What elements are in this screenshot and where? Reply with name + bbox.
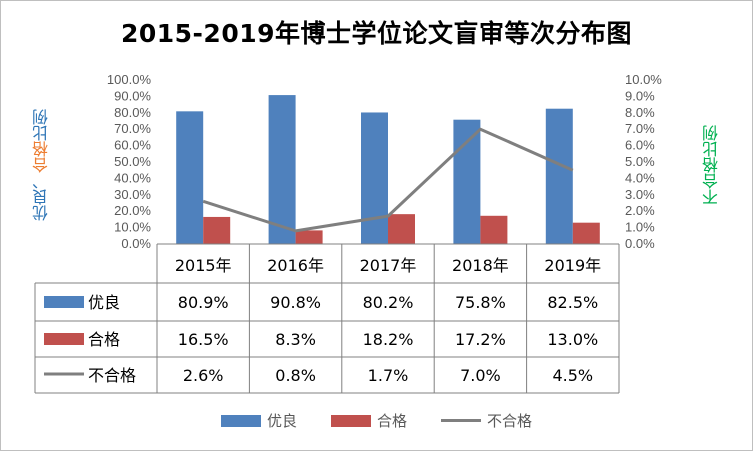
legend-label-0: 优良 <box>266 412 297 430</box>
table-cell-1-4: 13.0% <box>547 330 598 349</box>
legend-label-2: 不合格 <box>487 412 533 430</box>
bar-0-3 <box>453 119 481 244</box>
legend: 优良 合格 不合格 <box>0 410 753 431</box>
line-series-0 <box>202 127 574 233</box>
left-tick-label: 0.0% <box>121 236 151 251</box>
table-cell-1-1: 8.3% <box>275 330 316 349</box>
category-label-1: 2016年 <box>267 256 324 275</box>
left-tick-label: 90.0% <box>114 88 151 103</box>
chart-title: 2015-2019年博士学位论文盲审等次分布图 <box>120 19 633 48</box>
category-label-2: 2017年 <box>360 256 417 275</box>
bar-1-4 <box>572 222 600 244</box>
right-tick-label: 2.0% <box>625 203 655 218</box>
left-axis-label: 优良、合格比例 <box>30 90 54 240</box>
table-cell-0-0: 80.9% <box>178 293 229 312</box>
table-cell-1-3: 17.2% <box>455 330 506 349</box>
legend-swatch-1 <box>330 414 371 427</box>
legend-item-2: 不合格 <box>441 410 532 431</box>
bar-1-0 <box>203 216 231 244</box>
table-cell-1-2: 18.2% <box>363 330 414 349</box>
left-axis-label-part2: 合格 <box>32 141 51 173</box>
table-cell-0-3: 75.8% <box>455 293 506 312</box>
left-tick-label: 10.0% <box>114 220 151 235</box>
table-cell-2-2: 1.7% <box>368 366 409 385</box>
right-tick-label: 8.0% <box>625 105 655 120</box>
table-row-label-2: 不合格 <box>88 366 136 385</box>
left-tick-label: 40.0% <box>114 170 151 185</box>
category-label-0: 2015年 <box>175 256 232 275</box>
left-tick-label: 70.0% <box>114 121 151 136</box>
legend-item-0: 优良 <box>220 410 297 431</box>
right-tick-label: 4.0% <box>625 170 655 185</box>
table-swatch-0 <box>44 296 84 308</box>
left-tick-label: 100.0% <box>107 72 152 87</box>
bar-0-2 <box>361 112 388 244</box>
right-tick-label: 0.0% <box>625 236 655 251</box>
right-tick-label: 10.0% <box>625 72 662 87</box>
table-cell-1-0: 16.5% <box>178 330 229 349</box>
right-tick-label: 6.0% <box>625 138 655 153</box>
left-tick-label: 60.0% <box>114 138 151 153</box>
bar-0-4 <box>545 108 573 244</box>
bar-1-1 <box>295 230 323 244</box>
right-tick-label: 1.0% <box>625 220 655 235</box>
table-cell-2-1: 0.8% <box>275 366 316 385</box>
legend-swatch-0 <box>220 414 261 427</box>
left-tick-label: 80.0% <box>114 105 151 120</box>
left-tick-label: 30.0% <box>114 187 151 202</box>
category-label-3: 2018年 <box>452 256 509 275</box>
table-swatch-1 <box>44 333 84 345</box>
table-row-label-1: 合格 <box>88 330 120 349</box>
left-tick-label: 50.0% <box>114 154 151 169</box>
bar-1-2 <box>388 214 415 244</box>
legend-item-1: 合格 <box>330 410 407 431</box>
table-cell-2-3: 7.0% <box>460 366 501 385</box>
table-cell-0-2: 80.2% <box>363 293 414 312</box>
right-tick-label: 5.0% <box>625 154 655 169</box>
left-axis-label-part1: 优良、 <box>32 173 51 221</box>
right-tick-label: 3.0% <box>625 187 655 202</box>
table-cell-0-4: 82.5% <box>547 293 598 312</box>
table-cell-2-0: 2.6% <box>183 366 224 385</box>
left-tick-label: 20.0% <box>114 203 151 218</box>
right-tick-label: 7.0% <box>625 121 655 136</box>
left-axis-label-part3: 比例 <box>32 109 51 141</box>
legend-label-1: 合格 <box>376 412 407 430</box>
right-axis-label: 不合格比例 <box>702 125 721 205</box>
table-cell-2-4: 4.5% <box>552 366 593 385</box>
table-cell-0-1: 90.8% <box>270 293 321 312</box>
bar-0-1 <box>268 95 296 244</box>
table-row-label-0: 优良 <box>88 293 120 312</box>
category-label-4: 2019年 <box>544 256 601 275</box>
right-tick-label: 9.0% <box>625 88 655 103</box>
bar-1-3 <box>480 215 508 244</box>
legend-swatch-2 <box>441 419 481 422</box>
bar-0-0 <box>176 111 204 244</box>
